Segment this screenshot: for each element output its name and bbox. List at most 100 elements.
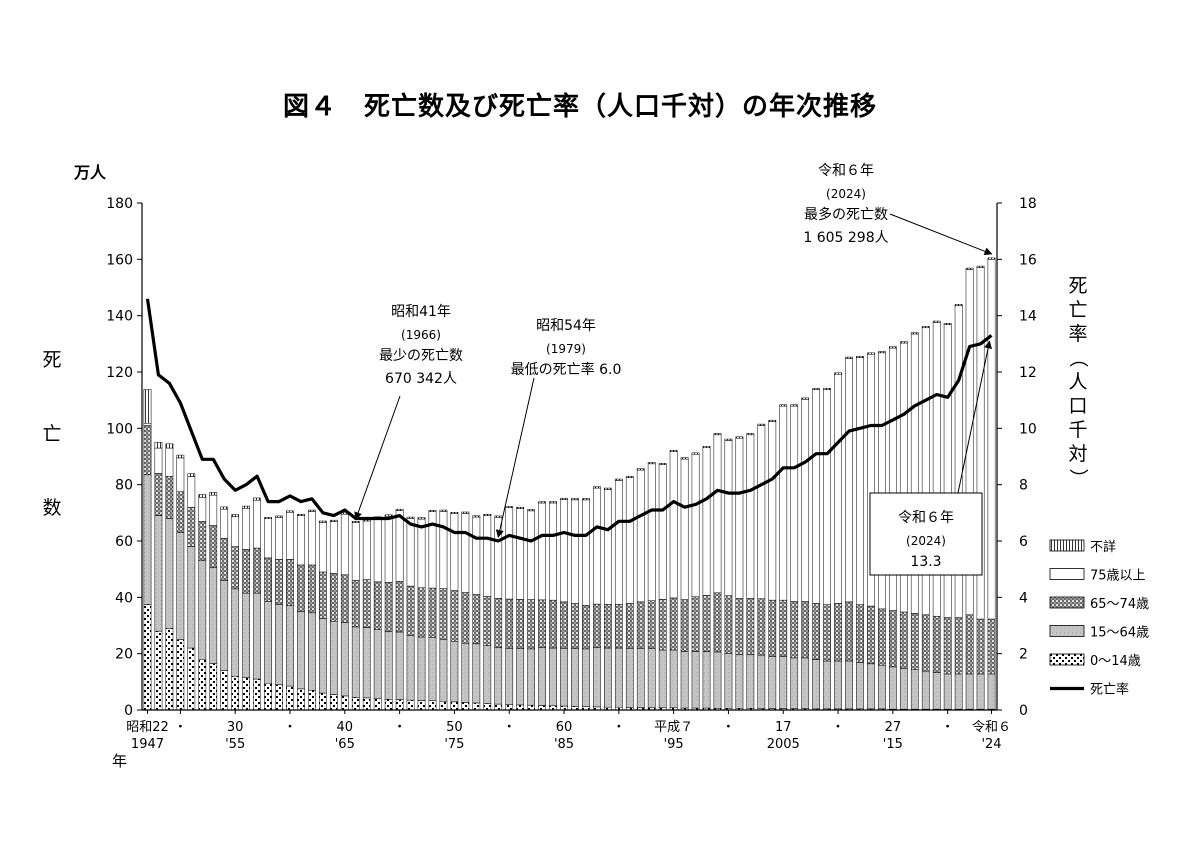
bar-age65-74 bbox=[505, 598, 514, 649]
bar-age15-64 bbox=[220, 580, 229, 671]
page-title: 図４ 死亡数及び死亡率（人口千対）の年次推移 bbox=[282, 92, 877, 122]
bar-age15-64 bbox=[878, 664, 886, 710]
bar-unknown bbox=[713, 433, 722, 436]
bar-age15-64 bbox=[812, 659, 821, 710]
bar-age65-74 bbox=[571, 603, 579, 649]
bar-unknown bbox=[275, 515, 283, 518]
bar-age75-plus bbox=[691, 453, 700, 598]
bar-age65-74 bbox=[395, 581, 404, 633]
bar-age75-plus bbox=[603, 489, 612, 605]
bar-unknown bbox=[899, 341, 908, 344]
bar-age15-64 bbox=[395, 631, 404, 700]
bar-age65-74 bbox=[878, 608, 886, 666]
bar-age65-74 bbox=[406, 585, 415, 636]
bar-age65-74 bbox=[231, 546, 240, 590]
bar-age65-74 bbox=[779, 599, 788, 657]
bar-age0-14 bbox=[351, 697, 360, 711]
bar-unknown bbox=[625, 475, 634, 478]
bar-age15-64 bbox=[691, 651, 700, 709]
rate-2024-box bbox=[869, 492, 983, 576]
bar-unknown bbox=[351, 521, 360, 523]
bar-age15-64 bbox=[702, 651, 711, 709]
bar-age15-64 bbox=[527, 648, 536, 706]
right-axis-label-char: 口 bbox=[1068, 395, 1087, 417]
bar-unknown bbox=[987, 257, 996, 260]
bar-age15-64 bbox=[406, 635, 415, 701]
bar-age75-plus bbox=[647, 463, 656, 601]
bar-unknown bbox=[176, 454, 185, 459]
bar-unknown bbox=[483, 513, 492, 516]
bar-age0-14 bbox=[297, 688, 305, 711]
bar-age65-74 bbox=[702, 595, 711, 652]
bar-age65-74 bbox=[680, 599, 689, 652]
bar-age15-64 bbox=[154, 515, 163, 632]
bar-age75-plus bbox=[757, 425, 766, 599]
bar-age65-74 bbox=[340, 574, 349, 623]
bar-age0-14 bbox=[340, 695, 349, 711]
bar-unknown bbox=[888, 346, 897, 349]
bar-unknown bbox=[954, 304, 963, 307]
legend-swatch-age0 bbox=[1049, 653, 1085, 666]
bar-age65-74 bbox=[494, 598, 503, 649]
right-tick-label: 2 bbox=[1019, 647, 1028, 663]
bar-age65-74 bbox=[329, 573, 338, 622]
bar-age65-74 bbox=[143, 425, 152, 476]
bar-age65-74 bbox=[757, 598, 766, 656]
bar-unknown bbox=[472, 515, 481, 518]
right-tick-label: 16 bbox=[1019, 252, 1037, 268]
bar-age65-74 bbox=[384, 582, 393, 632]
bar-age65-74 bbox=[582, 604, 590, 650]
legend-label-unknown: 不詳 bbox=[1090, 539, 1116, 555]
bar-age0-14 bbox=[450, 701, 459, 711]
bar-age0-14 bbox=[154, 630, 163, 711]
bar-unknown bbox=[823, 388, 831, 390]
annotation-min-deaths: 昭和41年 bbox=[391, 304, 451, 320]
bar-age75-plus bbox=[220, 508, 229, 539]
bar-age65-74 bbox=[856, 604, 864, 663]
bar-unknown bbox=[593, 486, 601, 489]
bar-age65-74 bbox=[318, 571, 327, 619]
x-tick-label-era: ・ bbox=[612, 720, 625, 735]
bar-age65-74 bbox=[691, 596, 700, 652]
bar-age65-74 bbox=[538, 599, 546, 649]
bar-age0-14 bbox=[308, 690, 316, 711]
bar-age15-64 bbox=[176, 532, 185, 640]
annotation-max-deaths: 令和６年 bbox=[818, 163, 874, 179]
bar-age65-74 bbox=[209, 525, 218, 569]
bar-age75-plus bbox=[527, 510, 536, 600]
bar-unknown bbox=[242, 505, 251, 509]
bar-age15-64 bbox=[680, 651, 689, 709]
bar-age65-74 bbox=[636, 601, 645, 649]
bar-age65-74 bbox=[921, 614, 930, 672]
bar-age75-plus bbox=[724, 440, 733, 596]
bar-age15-64 bbox=[286, 605, 294, 687]
bar-age65-74 bbox=[264, 557, 272, 602]
bar-age65-74 bbox=[176, 491, 185, 533]
bar-age65-74 bbox=[746, 598, 755, 656]
bar-age75-plus bbox=[571, 499, 579, 604]
right-tick-label: 12 bbox=[1019, 365, 1037, 381]
bar-age0-14 bbox=[505, 704, 514, 711]
bar-age15-64 bbox=[636, 648, 645, 708]
right-tick-label: 8 bbox=[1019, 478, 1028, 494]
bar-age75-plus bbox=[582, 499, 590, 606]
bar-age65-74 bbox=[187, 506, 196, 547]
left-tick-label: 60 bbox=[115, 534, 133, 550]
bar-age75-plus bbox=[856, 357, 864, 605]
right-tick-label: 14 bbox=[1019, 309, 1037, 325]
left-tick-label: 20 bbox=[115, 647, 133, 663]
bar-age15-64 bbox=[746, 654, 755, 709]
bar-age0-14 bbox=[461, 702, 470, 711]
bar-age15-64 bbox=[428, 637, 437, 701]
bar-age15-64 bbox=[921, 670, 930, 710]
bar-age75-plus bbox=[538, 502, 546, 601]
legend-swatch-age75 bbox=[1049, 568, 1085, 580]
x-tick-label-era: ・ bbox=[174, 720, 187, 735]
bar-age75-plus bbox=[735, 437, 744, 599]
bar-age15-64 bbox=[340, 622, 349, 697]
bar-age65-74 bbox=[768, 599, 777, 657]
bar-age75-plus bbox=[395, 510, 404, 582]
arrow-min-rate bbox=[495, 377, 535, 538]
bar-age75-plus bbox=[275, 517, 283, 560]
bar-age15-64 bbox=[614, 647, 623, 708]
